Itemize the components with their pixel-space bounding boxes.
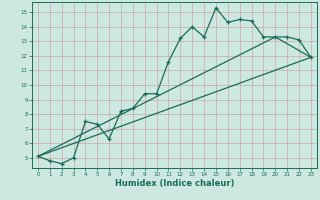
X-axis label: Humidex (Indice chaleur): Humidex (Indice chaleur) xyxy=(115,179,234,188)
